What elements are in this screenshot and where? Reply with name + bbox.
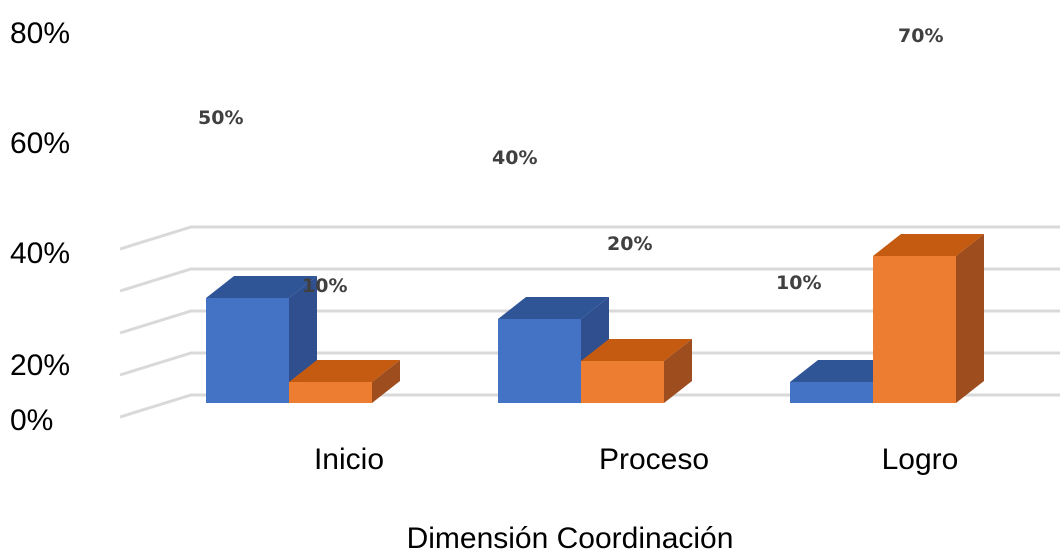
- gridline: [119, 393, 1060, 419]
- gridline: [119, 267, 1060, 293]
- bar-front: [581, 361, 664, 403]
- bar-side: [956, 234, 984, 403]
- y-axis-ticks: 0% 20% 40% 60% 80%: [10, 17, 70, 437]
- bar-top: [873, 234, 984, 256]
- y-tick-label: 40%: [10, 237, 70, 270]
- data-label: 40%: [492, 147, 537, 169]
- bar-front: [498, 319, 581, 403]
- x-axis-ticks: Inicio Proceso Logro: [314, 443, 958, 476]
- y-tick-label: 20%: [10, 349, 70, 382]
- y-tick-label: 80%: [10, 17, 70, 50]
- data-labels: 50% 40% 10% 10% 20% 70%: [198, 25, 943, 297]
- bar-front: [873, 256, 956, 403]
- bar-top: [289, 360, 400, 382]
- gridline: [119, 309, 1060, 335]
- x-tick-label: Inicio: [314, 443, 384, 476]
- bar-side: [372, 360, 400, 403]
- bar-front: [289, 382, 372, 403]
- bar-top: [581, 339, 692, 361]
- y-tick-label: 0%: [10, 404, 53, 437]
- data-label: 50%: [198, 107, 243, 129]
- bar-front: [790, 382, 873, 403]
- gridlines: [119, 225, 1060, 419]
- gridline: [119, 351, 1060, 377]
- gridline: [119, 225, 1060, 251]
- x-axis-title: Dimensión Coordinación: [407, 522, 734, 553]
- bars: [206, 234, 984, 403]
- data-label: 10%: [302, 275, 347, 297]
- bar: [498, 297, 609, 403]
- data-label: 20%: [607, 233, 652, 255]
- data-label: 10%: [776, 272, 821, 294]
- bar-top: [498, 297, 609, 319]
- bar: [581, 339, 692, 403]
- bar-front: [206, 298, 289, 403]
- y-tick-label: 60%: [10, 127, 70, 160]
- bar-side: [664, 339, 692, 403]
- x-tick-label: Logro: [882, 443, 959, 476]
- bar-top: [206, 276, 317, 298]
- data-label: 70%: [898, 25, 943, 47]
- bar: [289, 360, 400, 403]
- bar: [873, 234, 984, 403]
- x-tick-label: Proceso: [599, 443, 709, 476]
